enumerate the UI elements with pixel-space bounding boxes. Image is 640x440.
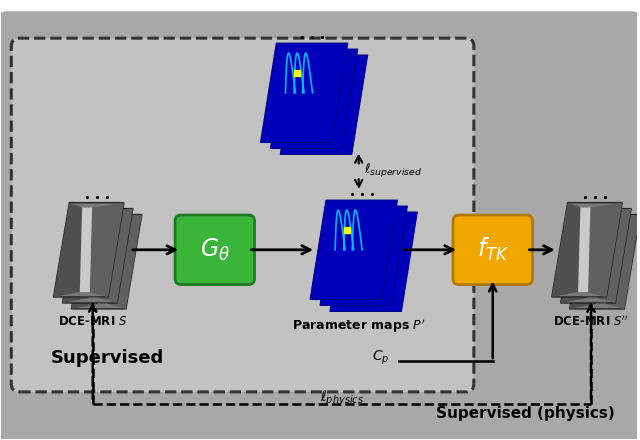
Polygon shape: [320, 206, 408, 305]
Text: $G_\theta$: $G_\theta$: [200, 237, 230, 263]
Polygon shape: [597, 209, 631, 303]
Polygon shape: [588, 202, 622, 297]
Polygon shape: [570, 215, 598, 309]
Text: DCE-MRI $S''$: DCE-MRI $S''$: [554, 315, 628, 330]
FancyBboxPatch shape: [0, 11, 640, 440]
Polygon shape: [72, 215, 142, 309]
FancyBboxPatch shape: [453, 215, 532, 285]
Polygon shape: [330, 212, 417, 312]
Polygon shape: [54, 202, 124, 297]
Polygon shape: [280, 55, 367, 154]
Text: Supervised: Supervised: [51, 349, 164, 367]
FancyBboxPatch shape: [175, 215, 255, 285]
Polygon shape: [98, 220, 110, 304]
Polygon shape: [270, 49, 358, 148]
Polygon shape: [596, 220, 608, 304]
Polygon shape: [310, 200, 397, 300]
Polygon shape: [63, 209, 133, 303]
Polygon shape: [99, 209, 133, 303]
Polygon shape: [260, 43, 348, 143]
Polygon shape: [606, 215, 640, 309]
Text: $C_p$: $C_p$: [372, 349, 390, 367]
Polygon shape: [552, 202, 622, 297]
Polygon shape: [108, 215, 142, 309]
Polygon shape: [89, 213, 101, 298]
Polygon shape: [587, 213, 599, 298]
Polygon shape: [80, 208, 92, 292]
Polygon shape: [54, 202, 82, 297]
Polygon shape: [561, 209, 631, 303]
Polygon shape: [561, 209, 589, 303]
FancyBboxPatch shape: [12, 38, 474, 392]
Polygon shape: [63, 209, 91, 303]
Polygon shape: [578, 208, 590, 292]
Polygon shape: [552, 202, 580, 297]
Text: Supervised (physics): Supervised (physics): [436, 406, 615, 421]
Polygon shape: [72, 215, 100, 309]
Text: $f_{TK}$: $f_{TK}$: [477, 236, 509, 264]
Text: $\ell_{supervised}$: $\ell_{supervised}$: [364, 162, 422, 180]
Text: Parameter maps $P'$: Parameter maps $P'$: [292, 317, 426, 335]
Text: DCE-MRI $S$: DCE-MRI $S$: [58, 315, 127, 328]
Polygon shape: [90, 202, 124, 297]
Text: $\ell_{physics}$: $\ell_{physics}$: [320, 389, 364, 408]
Polygon shape: [570, 215, 640, 309]
